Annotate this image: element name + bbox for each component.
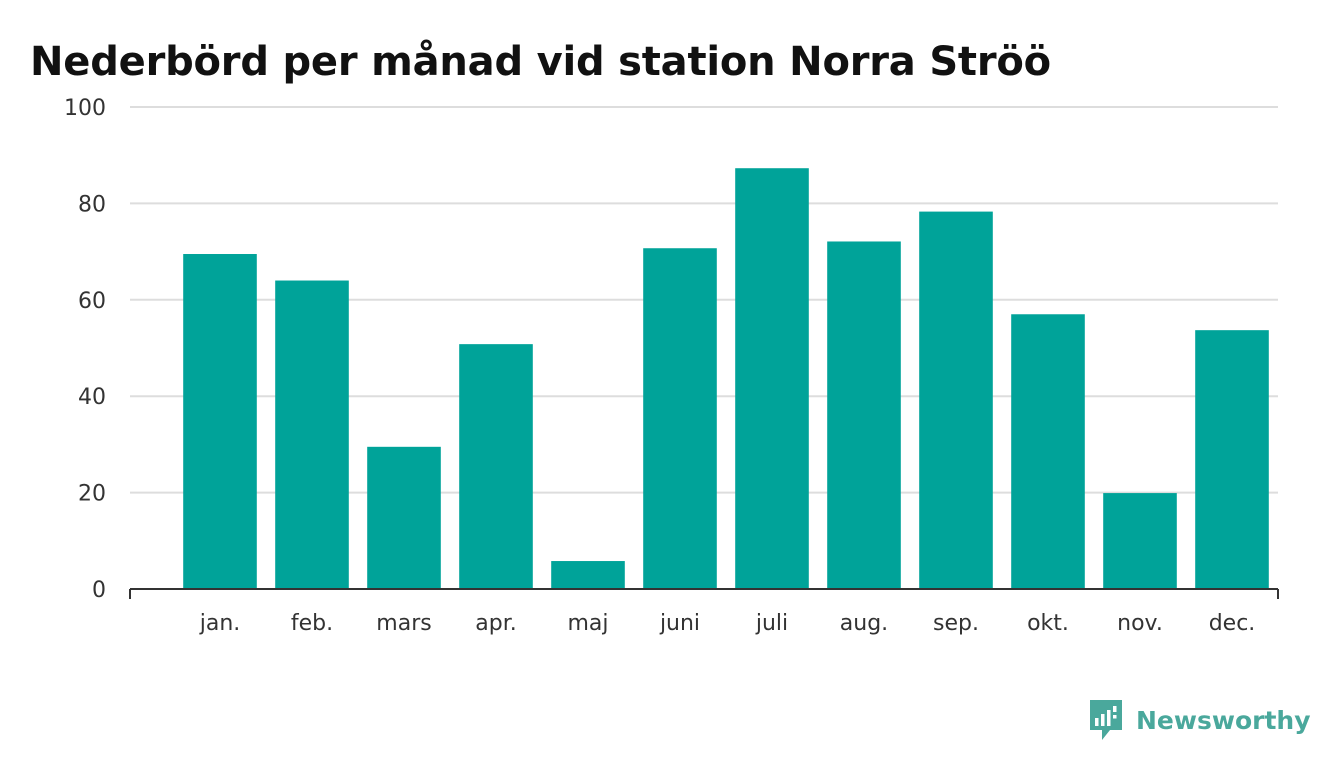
x-axis (129, 588, 1279, 599)
bar-nov (1103, 493, 1177, 589)
y-tick-label: 100 (64, 96, 106, 121)
bar-apr (459, 344, 533, 589)
bar-aug (827, 241, 901, 589)
bar-mars (367, 446, 441, 589)
x-tick-label: mars (376, 611, 431, 636)
y-axis-tick-labels: 0 20 40 60 80 100 (64, 96, 106, 603)
y-tick-label: 60 (78, 289, 106, 314)
brand-name: Newsworthy (1136, 705, 1311, 735)
x-tick-label: feb. (291, 611, 333, 636)
x-tick-label: maj (567, 611, 608, 636)
x-tick-label: dec. (1209, 611, 1256, 636)
newsworthy-brand: Newsworthy (1088, 698, 1311, 742)
x-tick-label: nov. (1117, 611, 1163, 636)
x-tick-label: sep. (933, 611, 979, 636)
bar-juni (643, 248, 717, 589)
x-tick-label: okt. (1027, 611, 1069, 636)
x-tick-label: apr. (475, 611, 516, 636)
x-axis-tick-labels: jan. feb. mars apr. maj juni juli aug. sep. okt. n… (199, 611, 1256, 636)
bar-dec (1195, 330, 1269, 589)
bar-sep (919, 211, 993, 589)
x-tick-label: juni (659, 611, 700, 636)
y-tick-label: 40 (78, 385, 106, 410)
bar-okt (1011, 314, 1085, 589)
newsworthy-logo-icon (1090, 700, 1122, 740)
bar-juli (735, 168, 809, 590)
x-tick-label: jan. (199, 611, 241, 636)
y-tick-label: 0 (92, 578, 106, 603)
bar-jan (183, 254, 257, 589)
y-tick-label: 20 (78, 482, 106, 507)
x-tick-label: aug. (840, 611, 888, 636)
x-tick-label: juli (755, 611, 788, 636)
y-tick-label: 80 (78, 192, 106, 217)
bars (183, 168, 1269, 590)
bar-feb (275, 280, 349, 589)
chart-title: Nederbörd per månad vid station Norra St… (30, 39, 1051, 85)
bar-maj (551, 561, 625, 589)
